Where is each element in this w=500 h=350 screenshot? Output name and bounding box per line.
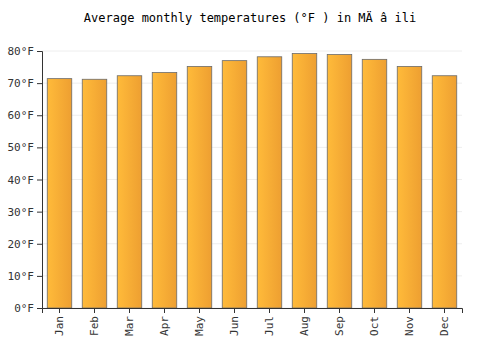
y-tick-label: 80°F bbox=[8, 45, 35, 58]
bar bbox=[397, 66, 422, 308]
x-tick: Jun bbox=[228, 308, 241, 336]
y-tick: 40°F bbox=[8, 174, 43, 187]
x-tick-mark bbox=[129, 308, 130, 313]
x-tick-mark bbox=[94, 308, 95, 313]
bar bbox=[82, 79, 107, 308]
bar bbox=[362, 59, 387, 308]
y-tick-mark bbox=[37, 308, 42, 309]
x-tick-label: May bbox=[193, 316, 206, 336]
x-tick-mark bbox=[409, 308, 410, 313]
bar bbox=[432, 76, 457, 308]
y-tick-label: 0°F bbox=[14, 302, 34, 315]
y-axis: 0°F 10°F 20°F 30°F 40°F 50°F 60°F 70°F 80°F bbox=[8, 45, 43, 315]
y-tick: 50°F bbox=[8, 141, 43, 154]
y-tick-label: 10°F bbox=[8, 270, 35, 283]
x-axis-line bbox=[43, 309, 463, 314]
bar bbox=[152, 73, 177, 308]
x-tick: Oct bbox=[368, 308, 381, 336]
plot: 0°F 10°F 20°F 30°F 40°F 50°F 60°F 70°F 80°F Jan Fe… bbox=[8, 45, 463, 336]
y-tick-mark bbox=[37, 244, 42, 245]
x-tick: Dec bbox=[438, 308, 451, 336]
y-tick: 10°F bbox=[8, 270, 43, 283]
x-tick-mark bbox=[234, 308, 235, 313]
x-tick-label: Aug bbox=[298, 316, 311, 336]
bar bbox=[47, 79, 72, 308]
x-tick: Nov bbox=[403, 308, 416, 336]
x-tick: Aug bbox=[298, 308, 311, 336]
x-tick: Jul bbox=[263, 308, 276, 336]
y-axis-line bbox=[37, 52, 43, 309]
y-tick: 20°F bbox=[8, 238, 43, 251]
y-tick-label: 70°F bbox=[8, 77, 35, 90]
y-tick-label: 60°F bbox=[8, 109, 35, 122]
x-tick-label: Sep bbox=[333, 316, 346, 336]
x-tick-label: Nov bbox=[403, 316, 416, 336]
y-tick-label: 40°F bbox=[8, 174, 35, 187]
y-tick-mark bbox=[37, 212, 42, 213]
y-tick: 60°F bbox=[8, 109, 43, 122]
bars bbox=[47, 54, 457, 308]
x-tick-mark bbox=[339, 308, 340, 313]
x-tick-label: Jan bbox=[53, 316, 66, 336]
x-tick-label: Jun bbox=[228, 316, 241, 336]
bar bbox=[327, 55, 352, 308]
x-tick-mark bbox=[374, 308, 375, 313]
y-tick: 70°F bbox=[8, 77, 43, 90]
y-tick-mark bbox=[37, 115, 42, 116]
x-tick-mark bbox=[59, 308, 60, 313]
x-tick: May bbox=[193, 308, 206, 336]
y-tick-mark bbox=[37, 180, 42, 181]
bar bbox=[187, 66, 212, 308]
y-tick-mark bbox=[37, 276, 42, 277]
x-tick: Mar bbox=[123, 308, 136, 336]
x-tick-label: Mar bbox=[123, 316, 136, 336]
x-tick-label: Apr bbox=[158, 316, 171, 336]
x-tick-mark bbox=[444, 308, 445, 313]
x-axis: Jan Feb Mar Apr May Jun Jul Aug Sep Oct Nov Dec bbox=[43, 308, 463, 336]
x-tick-mark bbox=[304, 308, 305, 313]
x-tick-label: Feb bbox=[88, 316, 101, 336]
chart: 0°F 10°F 20°F 30°F 40°F 50°F 60°F 70°F 80°F Jan Fe… bbox=[0, 0, 500, 350]
y-tick-mark bbox=[37, 51, 42, 52]
x-tick-label: Dec bbox=[438, 316, 451, 336]
x-tick: Feb bbox=[88, 308, 101, 336]
bar bbox=[292, 54, 317, 308]
y-tick: 30°F bbox=[8, 206, 43, 219]
x-tick-label: Jul bbox=[263, 316, 276, 336]
x-tick-mark bbox=[199, 308, 200, 313]
title: Average monthly temperatures (°F ) in MÄ… bbox=[84, 10, 416, 25]
bar bbox=[222, 61, 247, 308]
y-tick-label: 30°F bbox=[8, 206, 35, 219]
y-tick: 0°F bbox=[14, 302, 42, 315]
x-tick-label: Oct bbox=[368, 316, 381, 336]
bar bbox=[257, 57, 282, 308]
x-tick-mark bbox=[269, 308, 270, 313]
x-tick: Jan bbox=[53, 308, 66, 336]
x-tick: Apr bbox=[158, 308, 171, 336]
x-tick: Sep bbox=[333, 308, 346, 336]
y-tick-mark bbox=[37, 147, 42, 148]
y-tick-label: 20°F bbox=[8, 238, 35, 251]
y-tick-label: 50°F bbox=[8, 141, 35, 154]
x-tick-mark bbox=[164, 308, 165, 313]
grid bbox=[42, 51, 462, 308]
bar bbox=[117, 76, 142, 308]
y-tick-mark bbox=[37, 83, 42, 84]
y-tick: 80°F bbox=[8, 45, 43, 58]
grid-line bbox=[42, 51, 462, 52]
